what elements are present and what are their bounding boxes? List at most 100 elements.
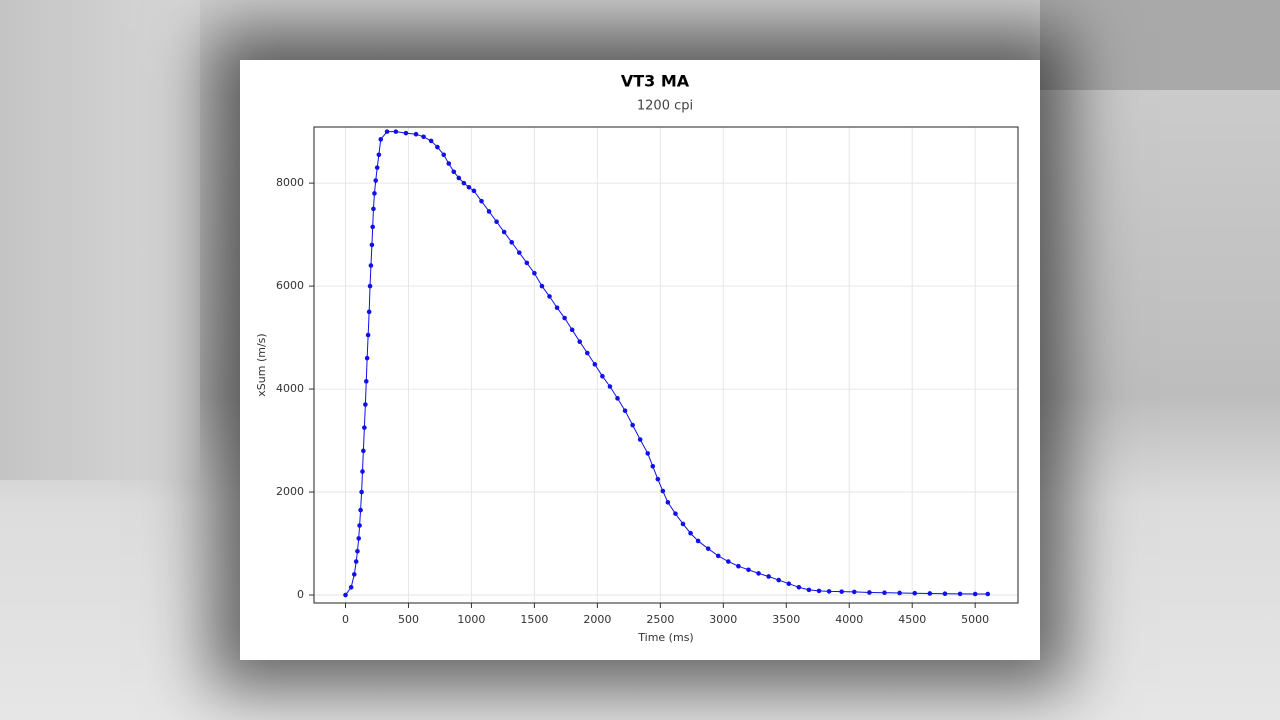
x-axis-label: Time (ms) xyxy=(637,631,693,644)
data-point xyxy=(364,355,370,361)
data-point xyxy=(547,294,552,299)
data-point xyxy=(622,408,628,413)
data-point xyxy=(695,538,701,544)
data-point xyxy=(403,130,409,136)
data-point xyxy=(897,590,902,596)
data-point xyxy=(826,589,832,594)
data-point xyxy=(957,591,963,597)
data-point xyxy=(365,332,371,338)
data-point xyxy=(348,584,354,590)
data-point xyxy=(796,584,802,590)
data-point xyxy=(705,546,711,551)
data-point xyxy=(479,198,484,204)
chart-subtitle: 1200 cpi xyxy=(637,99,693,114)
x-tick-label: 4500 xyxy=(898,613,926,626)
data-point xyxy=(532,270,537,276)
data-point xyxy=(363,379,369,384)
x-tick-label: 2500 xyxy=(646,613,674,626)
data-point xyxy=(851,589,857,595)
data-point xyxy=(363,402,368,407)
data-point xyxy=(413,131,419,137)
data-point xyxy=(471,188,477,194)
data-point xyxy=(912,590,918,596)
data-point xyxy=(539,283,545,289)
data-point xyxy=(509,240,515,245)
data-point xyxy=(353,559,359,564)
data-point xyxy=(355,548,360,554)
data-point xyxy=(421,134,426,140)
y-tick-label: 4000 xyxy=(276,382,304,395)
data-point xyxy=(985,591,991,597)
data-point xyxy=(554,305,560,311)
data-point xyxy=(369,242,375,248)
data-point xyxy=(607,384,613,389)
data-point xyxy=(361,448,366,454)
data-point xyxy=(366,309,372,315)
data-point xyxy=(461,180,467,186)
data-point xyxy=(384,129,390,134)
data-point xyxy=(358,507,363,513)
data-point xyxy=(756,571,761,576)
data-point xyxy=(486,209,492,214)
data-point xyxy=(645,451,651,456)
data-point xyxy=(630,422,635,428)
data-point xyxy=(373,178,379,183)
x-tick-label: 0 xyxy=(342,613,349,626)
data-point xyxy=(393,129,399,134)
data-point xyxy=(357,523,362,528)
background xyxy=(1040,0,1280,90)
x-tick-label: 2000 xyxy=(583,613,611,626)
x-tick-label: 5000 xyxy=(961,613,989,626)
data-point xyxy=(370,224,375,230)
chart-title: VT3 MA xyxy=(621,72,690,91)
data-point xyxy=(600,373,605,379)
data-point xyxy=(451,169,457,175)
data-point xyxy=(786,581,792,586)
data-point xyxy=(494,219,499,225)
data-point xyxy=(378,137,384,142)
data-point xyxy=(374,165,380,170)
data-point xyxy=(456,175,462,181)
data-point xyxy=(655,476,661,482)
data-point xyxy=(715,553,721,559)
data-point xyxy=(972,591,978,597)
x-tick-label: 1000 xyxy=(457,613,485,626)
data-point xyxy=(372,191,377,196)
data-point xyxy=(466,184,472,190)
data-point xyxy=(927,591,933,596)
x-tick-label: 3000 xyxy=(709,613,737,626)
data-point xyxy=(867,590,872,595)
data-point xyxy=(673,511,678,516)
y-tick-label: 6000 xyxy=(276,279,304,292)
data-point xyxy=(839,589,844,594)
data-point xyxy=(428,138,434,144)
data-point xyxy=(569,327,575,333)
data-point xyxy=(942,591,948,597)
data-point xyxy=(441,152,447,158)
data-point xyxy=(356,536,362,541)
y-tick-label: 8000 xyxy=(276,176,304,189)
data-point xyxy=(766,574,771,579)
data-point xyxy=(746,567,751,573)
data-point xyxy=(577,339,583,345)
chart-panel xyxy=(240,60,1040,660)
data-point xyxy=(584,350,590,356)
data-point xyxy=(592,362,598,367)
x-tick-label: 3500 xyxy=(772,613,800,626)
data-point xyxy=(371,206,376,212)
x-tick-label: 500 xyxy=(398,613,419,626)
data-point xyxy=(343,592,348,598)
data-point xyxy=(376,152,382,158)
data-point xyxy=(359,489,364,495)
data-point xyxy=(776,577,782,583)
x-tick-label: 1500 xyxy=(520,613,548,626)
x-tick-label: 4000 xyxy=(835,613,863,626)
data-point xyxy=(615,396,620,401)
data-point xyxy=(806,587,812,593)
data-point xyxy=(360,469,365,474)
y-tick-label: 2000 xyxy=(276,485,304,498)
data-point xyxy=(637,437,643,442)
data-line xyxy=(345,131,988,596)
